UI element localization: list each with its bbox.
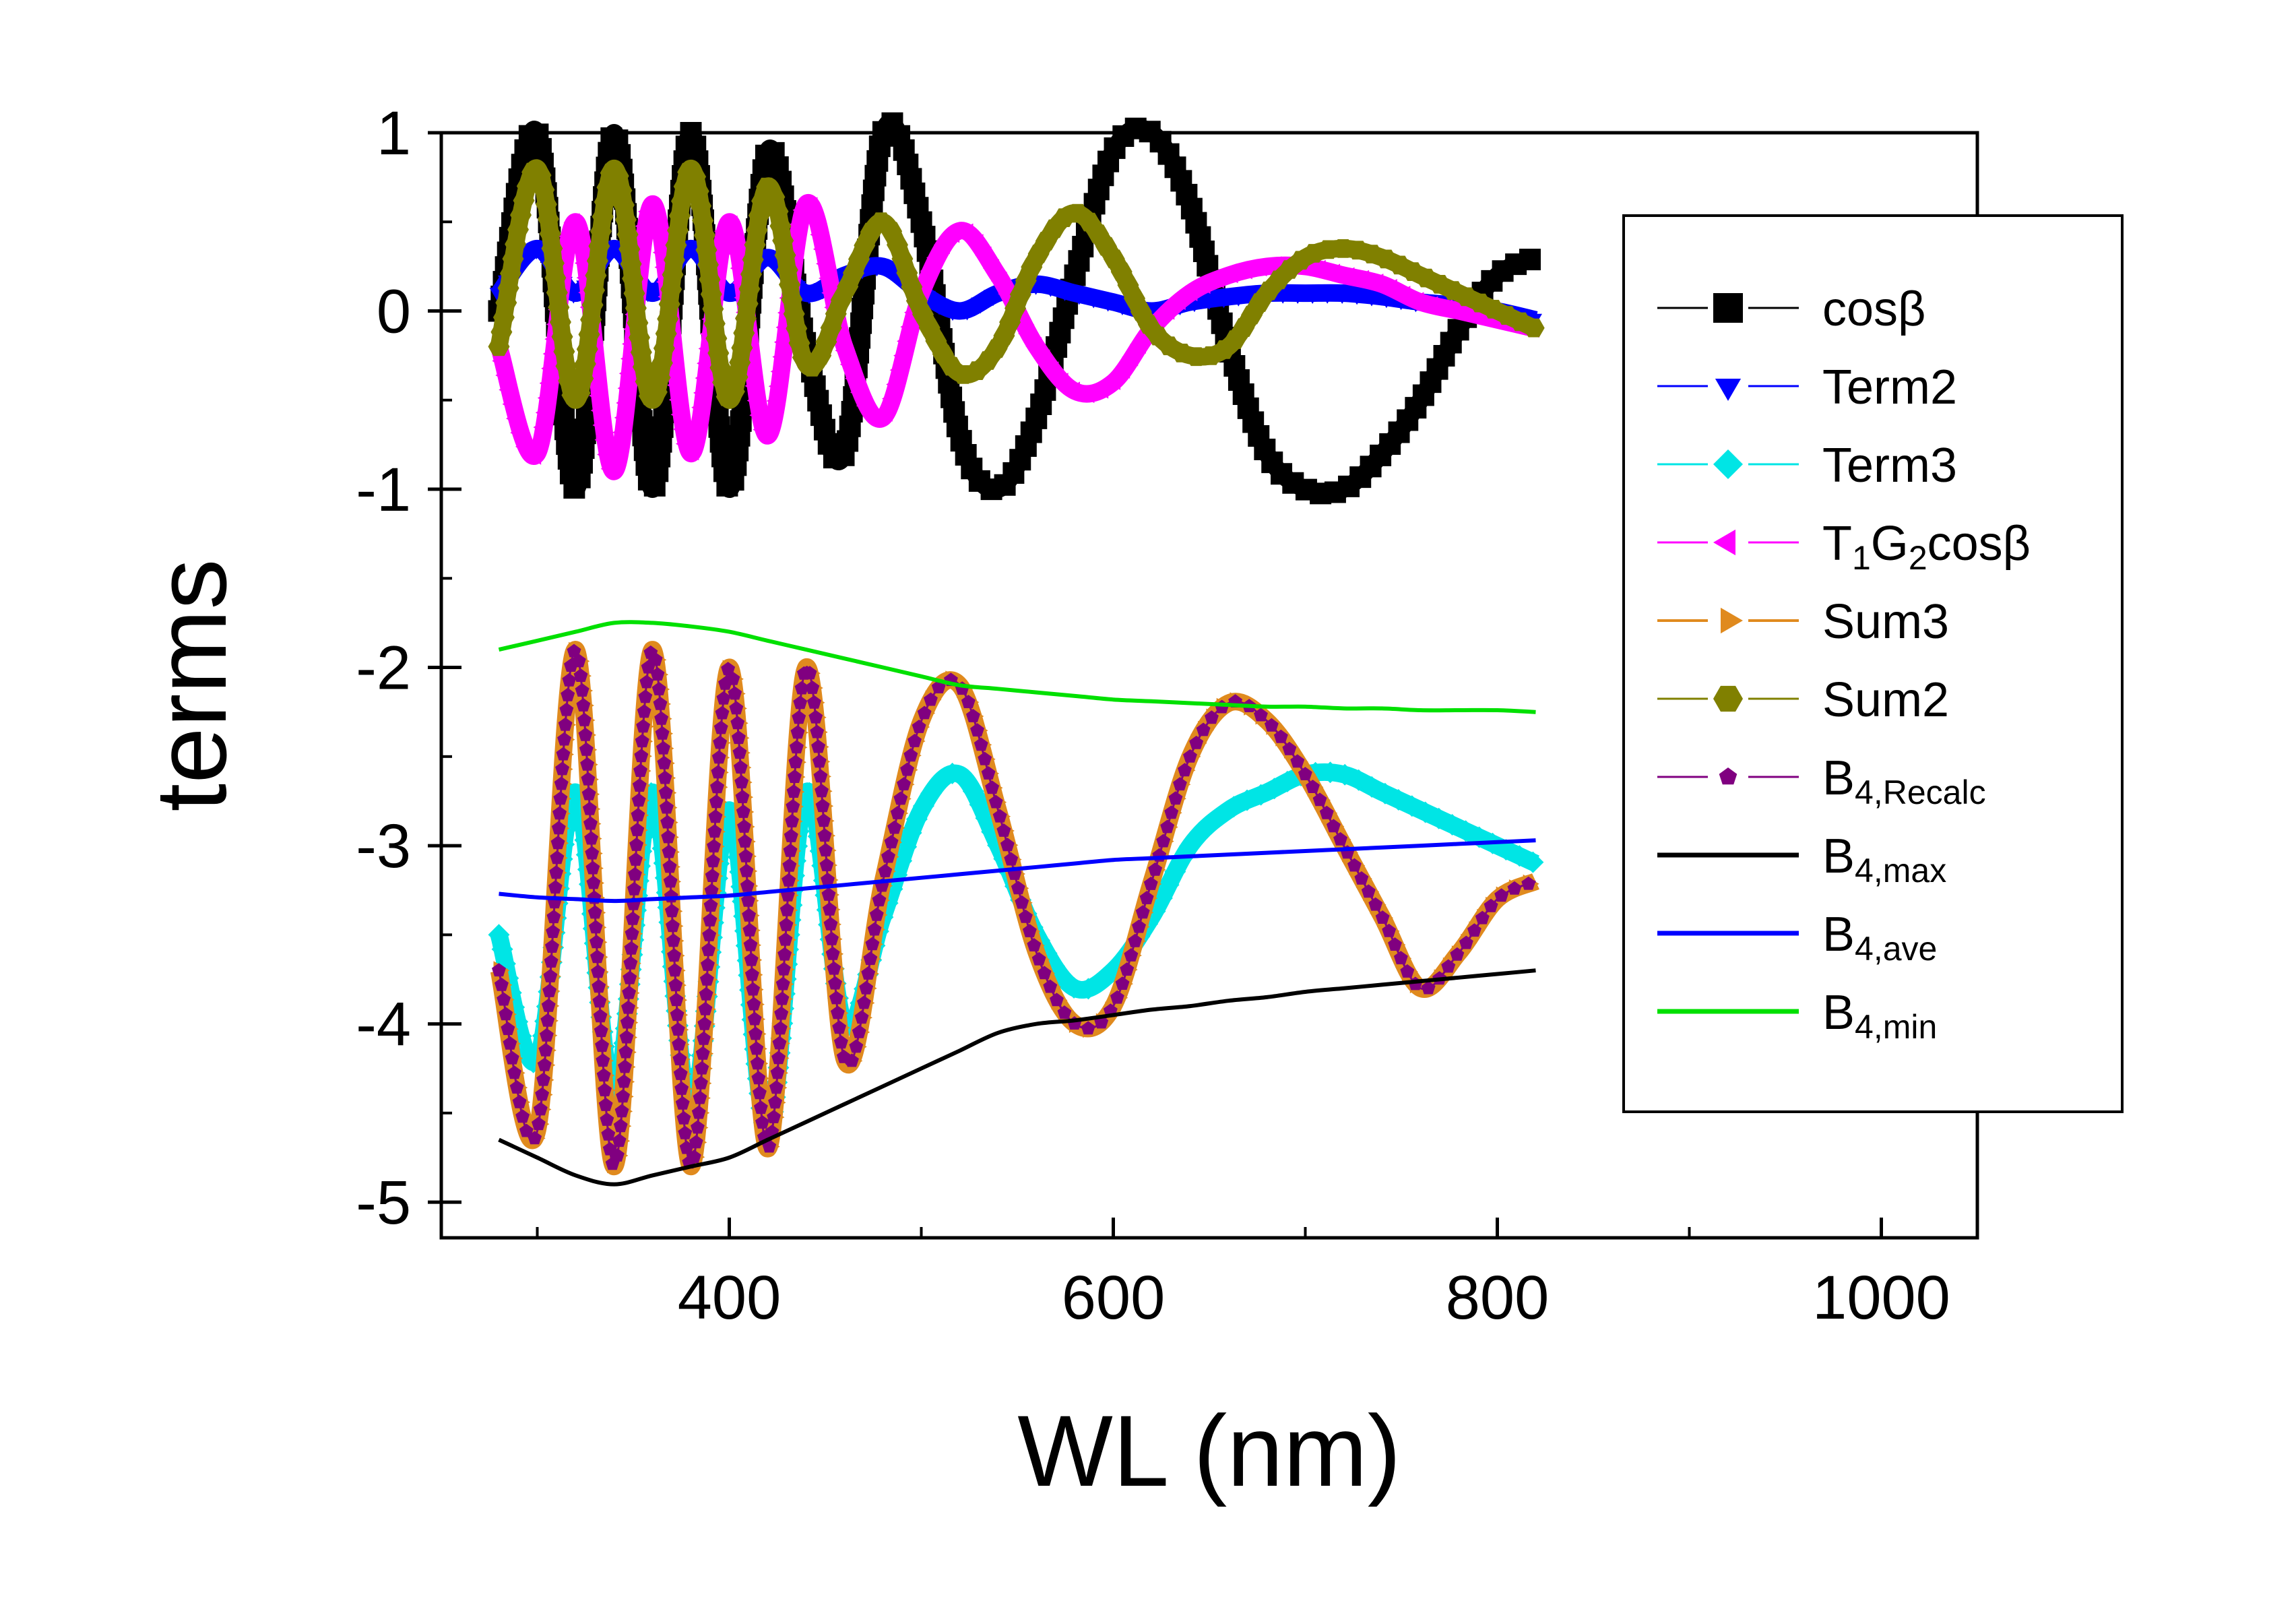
series-layer	[488, 113, 1545, 1185]
y-tick-label: 1	[377, 99, 411, 168]
y-tick-label: -1	[356, 455, 411, 524]
chart: 400 600 800 1000 1 0 -1 -2 -3 -4 -5 WL (nm) terms…	[0, 0, 2296, 1603]
y-axis-ticks: 1 0 -1 -2 -3 -4 -5	[356, 99, 461, 1237]
y-tick-label: -5	[356, 1168, 411, 1237]
legend-label: Sum2	[1822, 673, 1949, 727]
y-tick-label: 0	[377, 278, 411, 346]
x-axis-ticks: 400 600 800 1000	[538, 1218, 1950, 1332]
y-tick-label: -4	[356, 991, 411, 1059]
series-line	[499, 772, 1536, 1131]
y-tick-label: -3	[356, 812, 411, 881]
data-point	[1519, 249, 1541, 270]
legend-label: Term3	[1822, 439, 1957, 493]
legend-marker	[1713, 293, 1743, 323]
y-tick-label: -2	[356, 634, 411, 703]
legend-label: cosβ	[1822, 282, 1925, 336]
legend-label: Sum3	[1822, 595, 1949, 649]
x-tick-label: 1000	[1812, 1263, 1950, 1332]
x-tick-label: 600	[1062, 1263, 1166, 1332]
series-B4,max	[499, 970, 1536, 1184]
series-Sum3	[494, 642, 1539, 1173]
series-line	[499, 970, 1536, 1184]
x-tick-label: 800	[1446, 1263, 1550, 1332]
legend-box	[1624, 216, 2122, 1112]
y-axis-title: terms	[134, 559, 247, 812]
x-tick-label: 400	[678, 1263, 782, 1332]
x-axis-title: WL (nm)	[1017, 1394, 1401, 1507]
legend-label: Term2	[1822, 360, 1957, 414]
